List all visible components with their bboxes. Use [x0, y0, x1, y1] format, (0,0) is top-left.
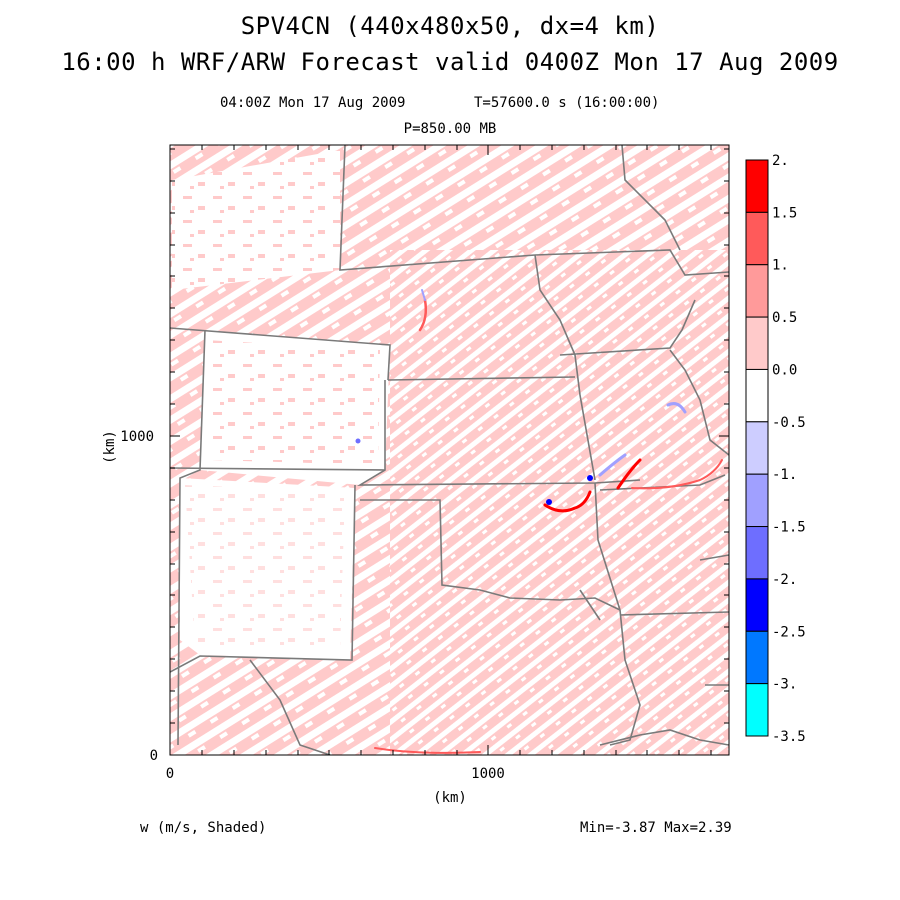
valid-time-label: 04:00Z Mon 17 Aug 2009 [220, 95, 406, 111]
rio-grande-border [249, 659, 331, 755]
oklahoma-arkansas-border [594, 482, 621, 611]
convective-lines [355, 289, 723, 754]
new-mexico-west-border [177, 329, 206, 746]
colorbar-swatch [745, 578, 769, 632]
x-tick-label-1000: 1000 [471, 766, 505, 782]
colorbar-swatch [745, 630, 769, 685]
pressure-level-label: P=850.00 MB [403, 121, 497, 137]
missouri-arc-updraft [631, 459, 723, 490]
missouri-downdraft-patch [666, 402, 687, 414]
new-mexico-speckle [185, 485, 345, 650]
x-tick-label-0: 0 [166, 766, 174, 782]
colorbar-label: 1. [772, 258, 789, 274]
figure-subtitle: 16:00 h WRF/ARW Forecast valid 0400Z Mon… [61, 48, 839, 76]
colorbar-label: 0.5 [772, 310, 797, 326]
nebraska-downdraft-patch [421, 289, 426, 301]
colorbar-swatch [745, 526, 769, 580]
kansas-downdraft-line [598, 453, 627, 477]
colorbar-label: 0.0 [772, 362, 797, 378]
texas-louisiana-border [609, 609, 641, 746]
colorbar-label: -2.5 [772, 624, 806, 640]
colorado-downdraft-spot [355, 438, 361, 444]
colorbar-swatch [745, 421, 769, 475]
colorbar-label: -1. [772, 467, 797, 483]
arkansas-louisiana-border [619, 611, 729, 616]
minnesota-wisconsin-border [621, 145, 681, 251]
colorbar-swatch [745, 316, 769, 370]
iowa-missouri-border [559, 299, 696, 356]
wyoming-south-dakota-border [339, 145, 536, 271]
min-max-label: Min=-3.87 Max=2.39 [580, 820, 732, 836]
kansas-downdraft-core [587, 475, 593, 481]
colorbar-label: 2. [772, 153, 789, 169]
colorbar-label: -0.5 [772, 415, 806, 431]
colorbar-swatch [745, 473, 769, 528]
colorbar-swatch [745, 159, 769, 213]
colorado-new-mexico-border [170, 467, 386, 471]
figure-title: SPV4CN (440x480x50, dx=4 km) [240, 12, 660, 40]
colorbar-swatch [745, 683, 769, 737]
colorbar-label: 1.5 [772, 205, 797, 221]
x-axis-unit: (km) [433, 790, 467, 806]
iowa-north-border [534, 249, 729, 276]
map-area [170, 145, 729, 755]
new-mexico-texas-border [170, 484, 356, 673]
axis-ticks [169, 145, 729, 756]
variable-label: w (m/s, Shaded) [140, 820, 267, 836]
river-segment [579, 589, 601, 621]
colorbar-label: -3.5 [772, 729, 806, 745]
kansas-north-border [387, 376, 576, 381]
weak-updraft-field-east [390, 250, 729, 755]
y-tick-label-1000: 1000 [120, 429, 154, 445]
state-borders [170, 145, 729, 755]
southern-updraft-line [374, 747, 481, 754]
oklahoma-red-river [360, 499, 621, 611]
nebraska-updraft-line [418, 298, 428, 332]
arkansas-east-border [699, 554, 729, 561]
colorbar-label: -1.5 [772, 520, 806, 536]
missouri-updraft-line [616, 458, 642, 490]
y-axis-unit: (km) [102, 430, 118, 464]
colorado-speckle [205, 340, 380, 465]
colorbar-swatch [745, 264, 769, 318]
map-frame [169, 144, 730, 756]
wyoming-speckle [172, 150, 340, 290]
nebraska-east-border [534, 254, 596, 481]
colorbar: 2. 1.5 1. 0.5 0.0 -0.5 -1. -1.5 -2. -2.5 -3. -3.5 [745, 153, 806, 745]
kansas-south-border [357, 380, 641, 486]
mississippi-river-border [669, 349, 729, 456]
colorbar-label: -2. [772, 572, 797, 588]
simulation-time-label: T=57600.0 s (16:00:00) [474, 95, 660, 111]
colorbar-swatch [745, 368, 769, 423]
y-tick-label-0: 0 [150, 748, 158, 764]
colorbar-label: -3. [772, 677, 797, 693]
gulf-coast [599, 729, 729, 746]
oklahoma-updraft-line [543, 490, 592, 513]
oklahoma-downdraft-core [546, 499, 552, 505]
colorbar-swatch [745, 211, 769, 266]
colorado-north-border [170, 327, 391, 381]
